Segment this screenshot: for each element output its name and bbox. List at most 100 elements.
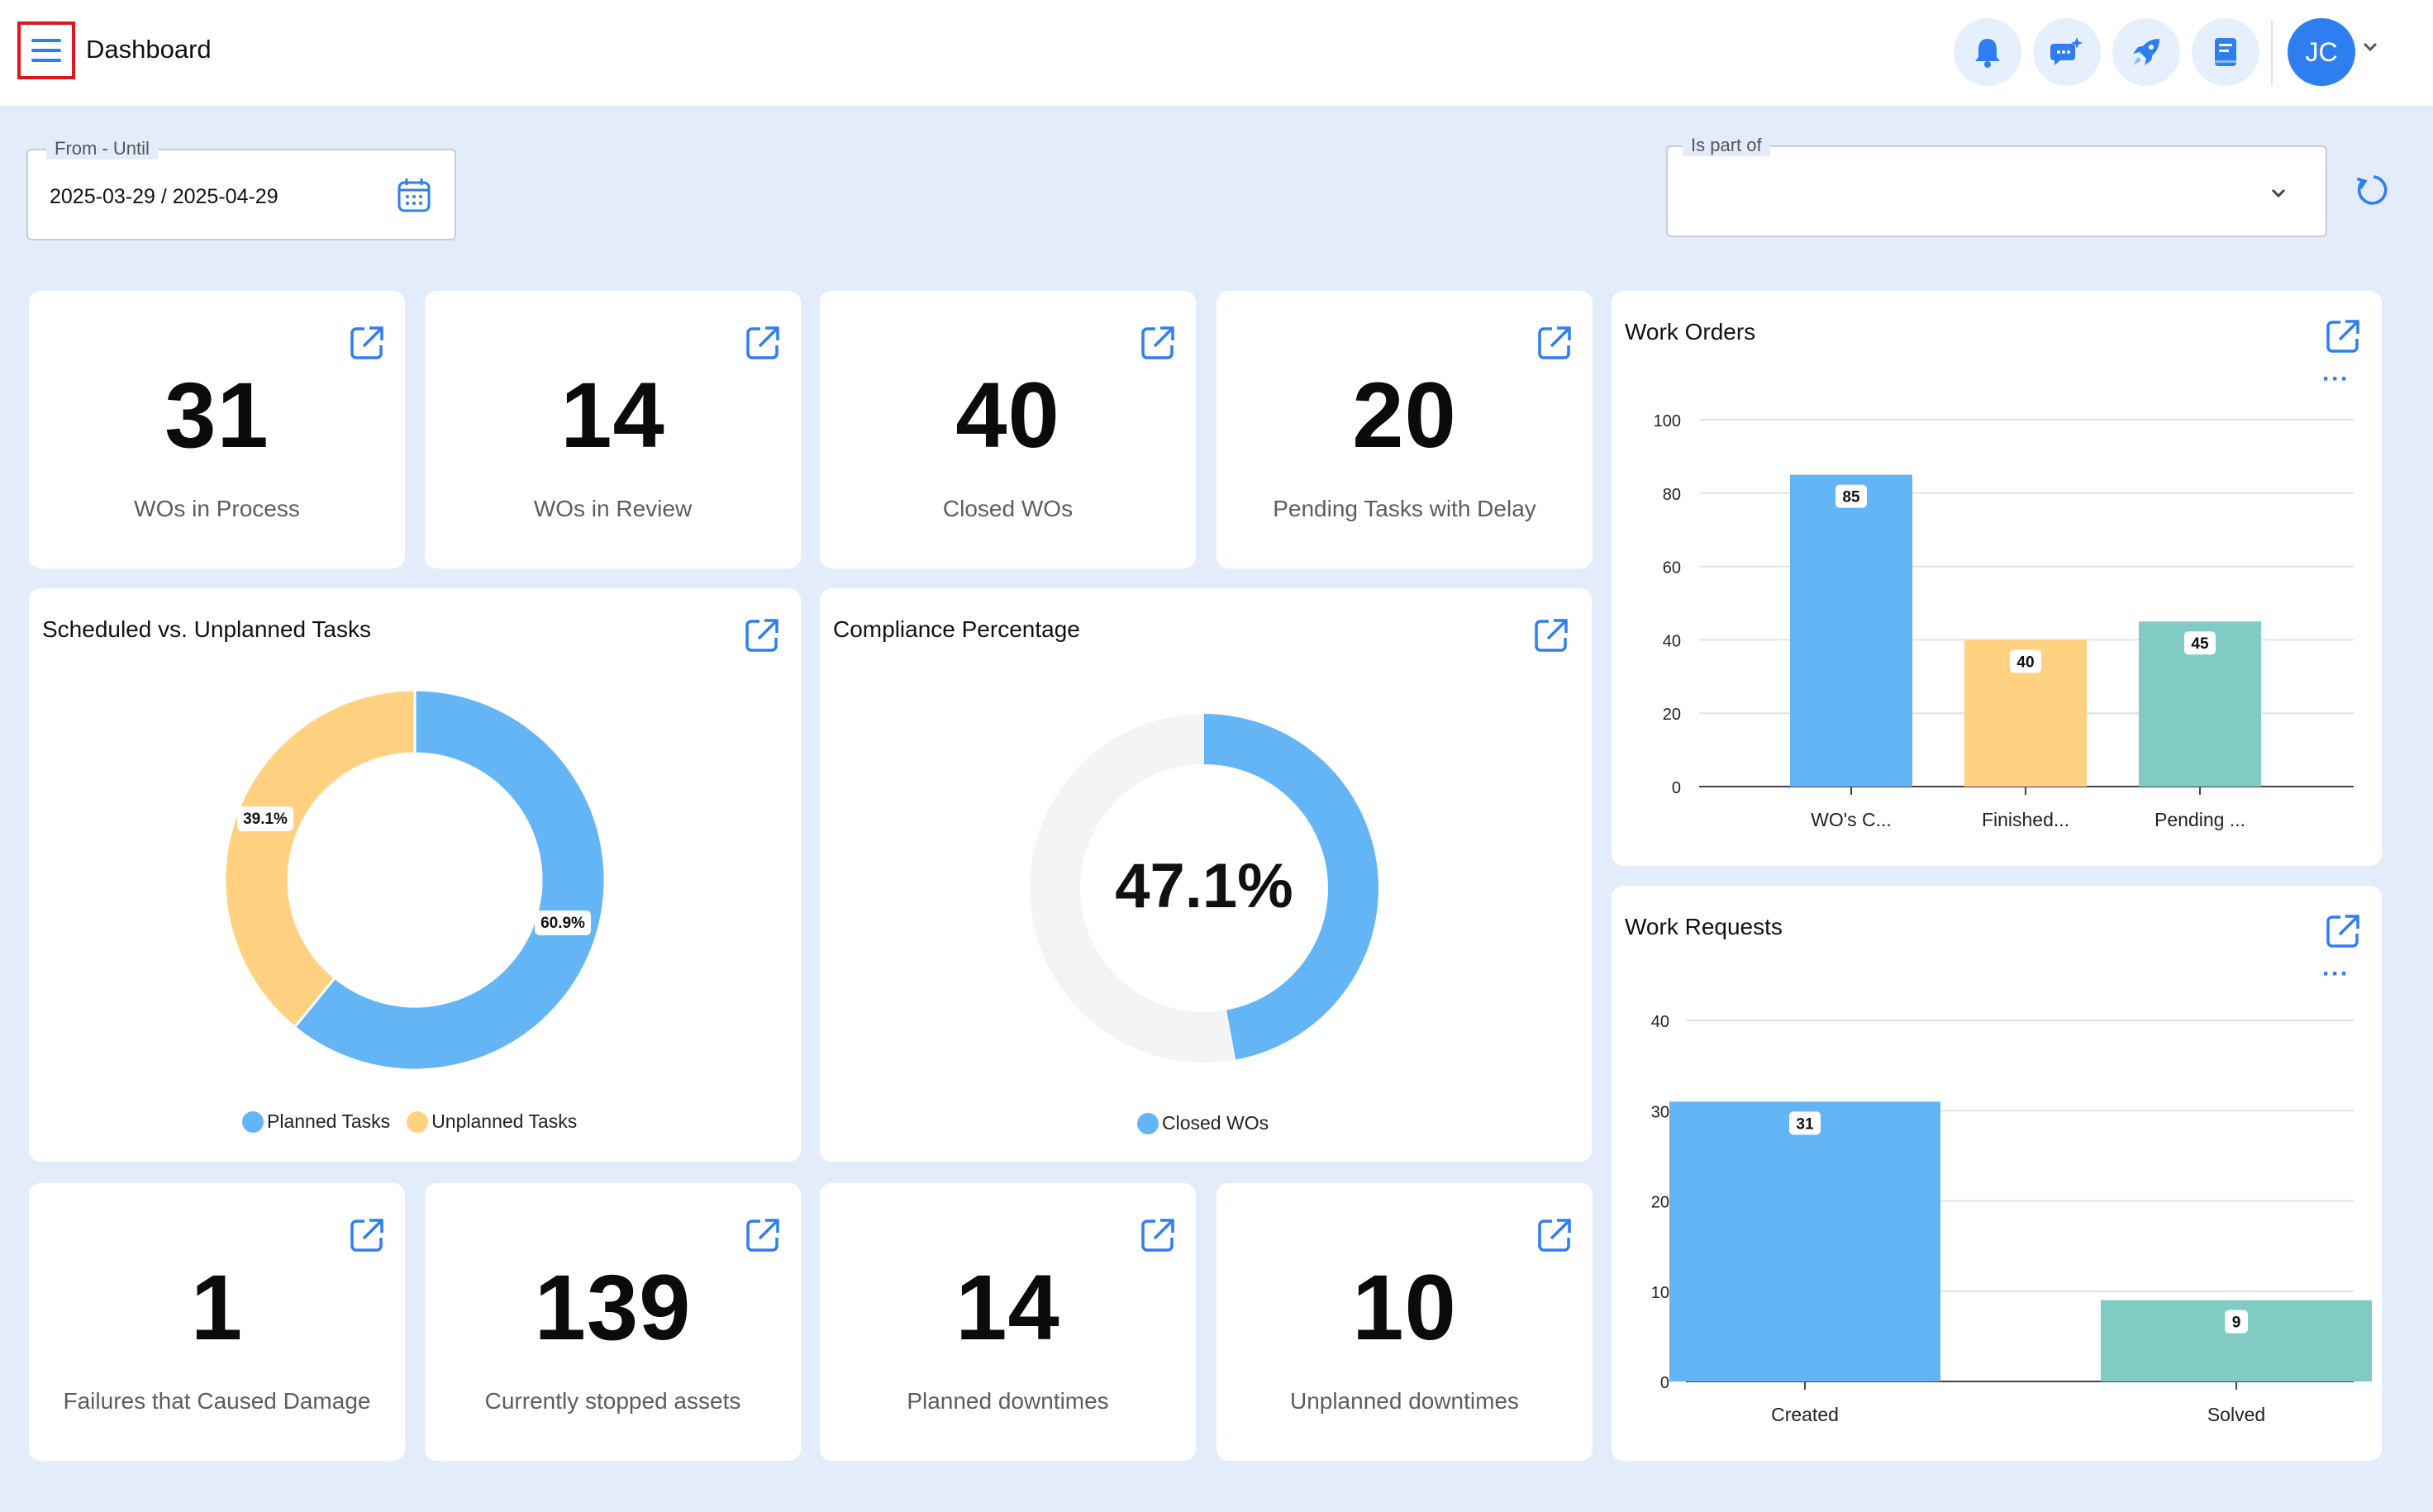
kpi-value: 20: [1352, 364, 1457, 467]
rocket-icon[interactable]: [2112, 18, 2180, 86]
kpi-card-unplanned-downtimes: 10 Unplanned downtimes: [1216, 1183, 1593, 1461]
y-tick-label: 80: [1663, 486, 1681, 504]
chevron-down-icon[interactable]: [2362, 41, 2378, 57]
card-title: Work Requests: [1625, 914, 1783, 939]
work-requests-card: Work Requests ··· 0 10 20 30 40 31 Created 9 Sol…: [1612, 886, 2382, 1461]
data-label-box: [2184, 631, 2216, 655]
slice-label-text: 60.9%: [540, 915, 585, 932]
gauge-arc-closed-wos[interactable]: [1204, 714, 1379, 1060]
slice-label-unplanned-tasks: 39.1%: [237, 806, 293, 831]
kpi-card-planned-downtimes: 14 Planned downtimes: [820, 1183, 1196, 1461]
external-link-icon[interactable]: [2324, 912, 2362, 950]
data-label-box: [2225, 1310, 2248, 1334]
kpi-card-wos-in-review: 14 WOs in Review: [425, 291, 801, 568]
card-title: Scheduled vs. Unplanned Tasks: [42, 616, 371, 642]
more-options-icon[interactable]: ···: [2322, 365, 2350, 392]
kpi-label: Closed WOs: [942, 496, 1074, 521]
external-link-icon[interactable]: [1139, 1216, 1177, 1254]
external-link-icon[interactable]: [2324, 317, 2362, 355]
data-label: 85: [1842, 489, 1860, 506]
compliance-percentage-card: Compliance Percentage 47.1% Closed WOs: [820, 588, 1592, 1162]
card-title: Work Orders: [1625, 319, 1756, 345]
y-tick-label: 20: [1663, 706, 1681, 724]
legend-dot: [407, 1110, 429, 1133]
calendar-icon[interactable]: [397, 177, 431, 213]
legend-dot: [242, 1110, 264, 1133]
is-part-of-label: Is part of: [1683, 135, 1770, 156]
kpi-value: 1: [190, 1256, 244, 1359]
data-label-box: [2010, 649, 2041, 673]
book-icon[interactable]: [2192, 18, 2259, 86]
external-link-icon[interactable]: [1536, 324, 1574, 362]
x-tick-label: Solved: [2207, 1404, 2265, 1425]
data-label: 45: [2191, 635, 2209, 653]
compliance-center-value: 47.1%: [1115, 851, 1293, 921]
y-tick-label: 100: [1654, 412, 1681, 430]
kpi-label: WOs in Review: [533, 496, 693, 521]
refresh-icon[interactable]: [2355, 172, 2392, 210]
data-label: 31: [1796, 1115, 1814, 1133]
kpi-value: 31: [164, 364, 269, 467]
kpi-card-closed-wos: 40 Closed WOs: [820, 291, 1196, 568]
x-tick-label: Finished...: [1982, 809, 2069, 830]
y-tick-label: 20: [1651, 1194, 1669, 1212]
chart-legend: Closed WOs: [1137, 1112, 1285, 1134]
date-range-field[interactable]: From - Until 2025-03-29 / 2025-04-29: [26, 138, 456, 240]
kpi-label: Failures that Caused Damage: [63, 1388, 371, 1414]
slice-label-box: [237, 806, 293, 831]
external-link-icon[interactable]: [348, 1216, 386, 1254]
slice-label-planned-tasks: 60.9%: [535, 911, 591, 935]
external-link-icon[interactable]: [1532, 616, 1570, 654]
chart-legend: Planned Tasks Unplanned Tasks: [242, 1110, 593, 1133]
y-tick-label: 0: [1672, 779, 1681, 797]
kpi-label: Unplanned downtimes: [1289, 1388, 1520, 1414]
compliance-chart: 47.1%: [1029, 714, 1379, 1063]
pie-slice-unplanned-tasks[interactable]: [223, 688, 417, 1029]
external-link-icon[interactable]: [348, 324, 386, 362]
bar[interactable]: [1790, 474, 1912, 787]
chat-sparkle-icon[interactable]: [2033, 18, 2101, 86]
bell-icon[interactable]: [1954, 18, 2021, 86]
legend-dot: [1137, 1112, 1159, 1134]
kpi-value: 14: [560, 364, 665, 467]
scheduled-vs-unplanned-chart: 60.9% 39.1%: [223, 688, 607, 1072]
is-part-of-select[interactable]: Is part of: [1666, 135, 2327, 237]
kpi-card-failures-damage: 1 Failures that Caused Damage: [29, 1183, 405, 1461]
kpi-value: 40: [955, 364, 1060, 467]
divider: [2271, 20, 2273, 86]
more-options-icon[interactable]: ···: [2322, 960, 2350, 987]
external-link-icon[interactable]: [744, 1216, 782, 1254]
data-label-box: [1789, 1111, 1821, 1135]
bar[interactable]: [1669, 1101, 1940, 1381]
kpi-value: 139: [534, 1256, 692, 1359]
kpi-card-wos-in-process: 31 WOs in Process: [29, 291, 405, 568]
scheduled-vs-unplanned-card: Scheduled vs. Unplanned Tasks 60.9% 39.1…: [29, 588, 801, 1162]
avatar[interactable]: JC: [2288, 18, 2355, 86]
external-link-icon[interactable]: [744, 324, 782, 362]
kpi-value: 14: [955, 1256, 1060, 1359]
top-bar: Dashboard JC: [0, 0, 2433, 106]
pie-slice-planned-tasks[interactable]: [293, 688, 607, 1072]
legend-item-unplanned[interactable]: Unplanned Tasks: [407, 1110, 577, 1133]
data-label: 9: [2232, 1315, 2241, 1332]
legend-item-closed-wos[interactable]: Closed WOs: [1137, 1112, 1269, 1134]
kpi-label: Planned downtimes: [907, 1388, 1109, 1414]
legend-label: Planned Tasks: [267, 1110, 391, 1132]
y-tick-label: 40: [1651, 1013, 1669, 1031]
x-tick-label: WO's C...: [1811, 809, 1892, 830]
work-orders-chart: 0 20 40 60 80 100 85 WO's C... 40 Finished... 45 Pe…: [1654, 412, 2354, 830]
external-link-icon[interactable]: [1536, 1216, 1574, 1254]
work-orders-card: Work Orders ··· 0 20 40 60 80 100 85 WO's C... 4…: [1612, 291, 2382, 866]
data-label: 40: [2016, 654, 2034, 671]
legend-label: Unplanned Tasks: [431, 1110, 578, 1132]
y-tick-label: 30: [1651, 1103, 1669, 1121]
menu-icon[interactable]: [17, 21, 75, 79]
legend-item-planned[interactable]: Planned Tasks: [242, 1110, 390, 1133]
kpi-card-stopped-assets: 139 Currently stopped assets: [425, 1183, 801, 1461]
y-tick-label: 10: [1651, 1284, 1669, 1302]
external-link-icon[interactable]: [1139, 324, 1177, 362]
page-title: Dashboard: [86, 35, 212, 64]
slice-label-text: 39.1%: [243, 811, 288, 828]
chevron-down-icon: [2271, 188, 2286, 198]
external-link-icon[interactable]: [743, 616, 781, 654]
